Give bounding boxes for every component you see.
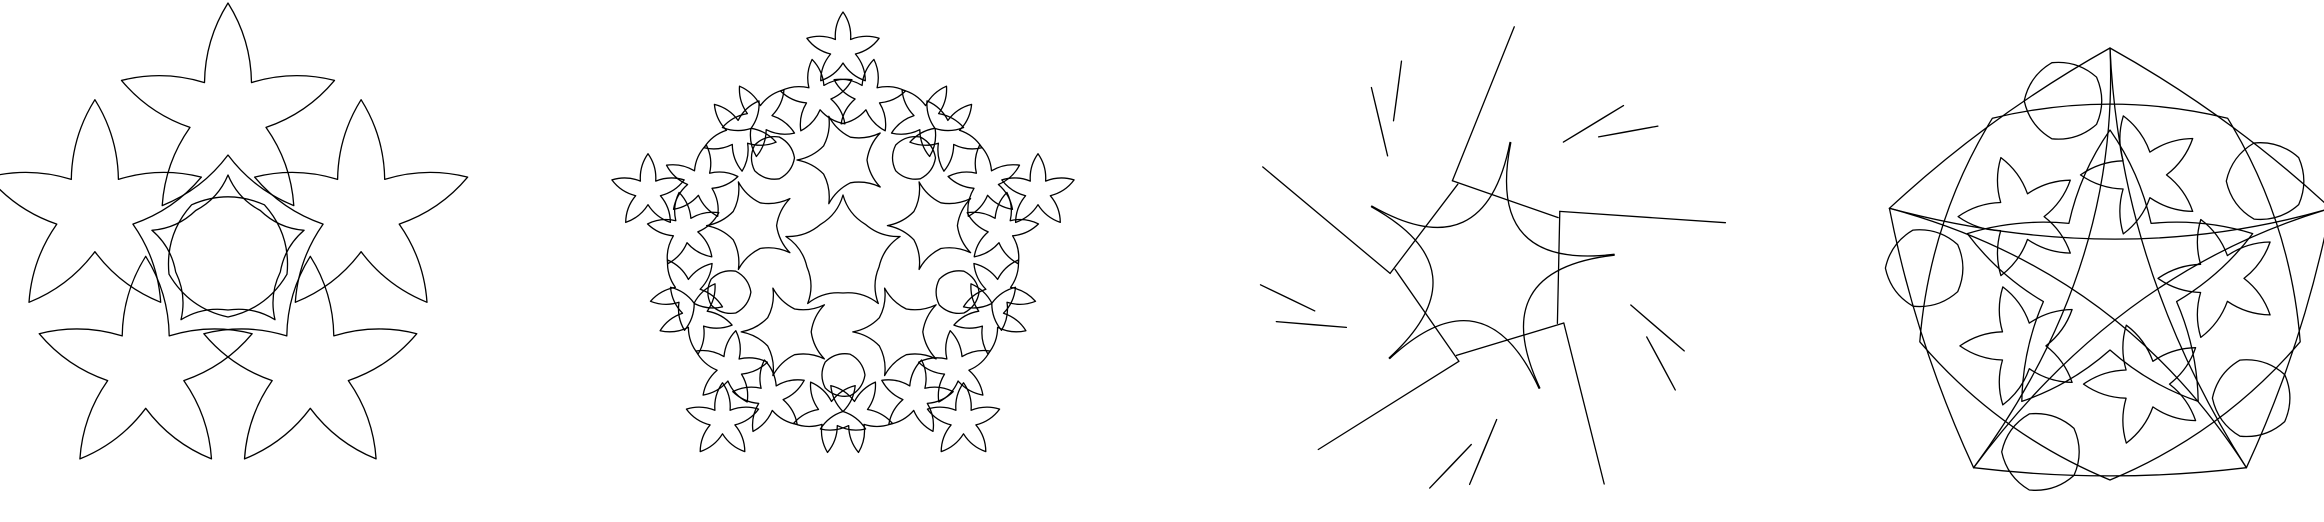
tiny-star-4-2 <box>792 381 867 454</box>
inter-rosette-3 <box>821 353 866 397</box>
small-leaf-a-5 <box>1259 284 1316 312</box>
tiny-star-4-5 <box>646 191 720 265</box>
mid-leaf-4 <box>1394 268 1460 362</box>
tiny-star-2-2 <box>909 100 983 172</box>
small-leaf-b-4 <box>1275 320 1348 329</box>
mesh-cell-5 <box>1884 229 1964 308</box>
small-leaf-a-4 <box>1429 443 1472 489</box>
mesh-cell-2 <box>2225 142 2305 221</box>
diagonal-arc-3 <box>1888 207 2248 469</box>
long-leaf-5 <box>1262 166 1391 275</box>
mesh-cell-4 <box>2001 412 2080 491</box>
star-pentagon-mesh-panel <box>1884 47 2324 491</box>
small-leaf-b-2 <box>1630 304 1685 352</box>
connecting-arc-5 <box>1371 141 1511 229</box>
tiny-star-2-1 <box>833 58 907 132</box>
central-rosette <box>151 174 305 321</box>
tiny-star-3-2 <box>953 283 1027 355</box>
arm-star-5 <box>0 99 203 303</box>
tiny-star-3-5 <box>732 359 805 433</box>
mid-leaf-5 <box>1389 183 1459 275</box>
tiny-star-5-3 <box>611 153 685 224</box>
connecting-arc-4 <box>1370 206 1434 359</box>
tiny-star-3-3 <box>926 382 1001 453</box>
arm-star-4 <box>38 255 253 460</box>
tiny-star-1-3 <box>806 11 880 82</box>
mesh-star-5 <box>1957 156 2071 277</box>
inter-rosette-4 <box>707 270 752 315</box>
small-leaf-b-3 <box>1468 418 1498 486</box>
mesh-star-2 <box>2157 218 2271 339</box>
inter-rosette-2 <box>935 270 980 315</box>
star-koch-level-1-panel <box>0 2 469 460</box>
inter-rosette-1 <box>891 135 937 180</box>
small-leaf-a-3 <box>1646 336 1676 391</box>
tiny-star-5-2 <box>649 259 724 331</box>
diagonal-arc-2 <box>1972 209 2324 469</box>
tiny-star-2-5 <box>917 330 991 403</box>
diagonal-arc-5 <box>1888 207 2324 240</box>
small-leaf-b-1 <box>1562 104 1625 143</box>
small-leaf-b-5 <box>1370 86 1389 157</box>
rotated-pentagon <box>1919 103 2301 481</box>
arm-star-2 <box>253 99 469 303</box>
central-pentagon <box>167 196 289 318</box>
long-leaf-1 <box>1451 26 1515 182</box>
diagonal-arc-4 <box>1972 47 2112 469</box>
tiny-star-4-4 <box>659 283 733 355</box>
star-leaf-tangle-panel <box>1259 26 1727 489</box>
inner-star <box>1966 129 2254 403</box>
long-leaf-4 <box>1317 360 1460 451</box>
connecting-arc-1 <box>1506 141 1615 257</box>
tiny-star-4-3 <box>685 382 760 453</box>
tiny-star-4-1 <box>881 359 954 433</box>
tiny-star-2-4 <box>962 259 1037 331</box>
tiny-star-5-1 <box>695 330 769 403</box>
mid-rosette-3 <box>852 287 937 377</box>
central-rosette <box>785 194 901 305</box>
mid-rosette-2 <box>886 181 972 271</box>
tiny-star-5-4 <box>703 100 777 172</box>
inter-rosette-5 <box>750 135 796 180</box>
arm-star-3 <box>203 255 418 460</box>
mesh-star-3 <box>2082 324 2197 444</box>
tiny-star-3-1 <box>966 191 1040 265</box>
mesh-star-4 <box>1959 286 2073 406</box>
small-leaf-a-1 <box>1392 60 1403 122</box>
mesh-cell-3 <box>2211 359 2291 438</box>
connecting-arc-3 <box>1389 320 1540 389</box>
tiny-star-1-1 <box>665 144 739 217</box>
mid-leaf-2 <box>1556 210 1561 325</box>
tiny-star-1-5 <box>947 144 1021 217</box>
mid-leaf-3 <box>1455 322 1565 357</box>
long-leaf-2 <box>1559 210 1727 224</box>
connecting-arc-2 <box>1523 254 1615 389</box>
mid-rosette-5 <box>705 181 791 271</box>
star-koch-level-2-panel <box>611 11 1075 454</box>
tiny-star-1-2 <box>721 85 796 158</box>
mesh-cell-1 <box>2023 61 2103 140</box>
mesh-star-1 <box>2079 115 2194 235</box>
tiny-star-3-4 <box>819 381 894 454</box>
long-leaf-3 <box>1563 322 1605 485</box>
tiny-star-2-3 <box>1001 153 1075 224</box>
tiny-star-5-5 <box>779 58 853 132</box>
small-leaf-a-2 <box>1597 125 1659 138</box>
arm-star-1 <box>120 2 336 207</box>
diagonal-arc-1 <box>2109 47 2248 469</box>
mid-rosette-4 <box>740 287 826 377</box>
outer-pentagon <box>1888 47 2324 477</box>
tiny-star-1-4 <box>890 85 965 158</box>
mid-leaf-1 <box>1451 180 1559 219</box>
mid-rosette-1 <box>796 115 881 205</box>
